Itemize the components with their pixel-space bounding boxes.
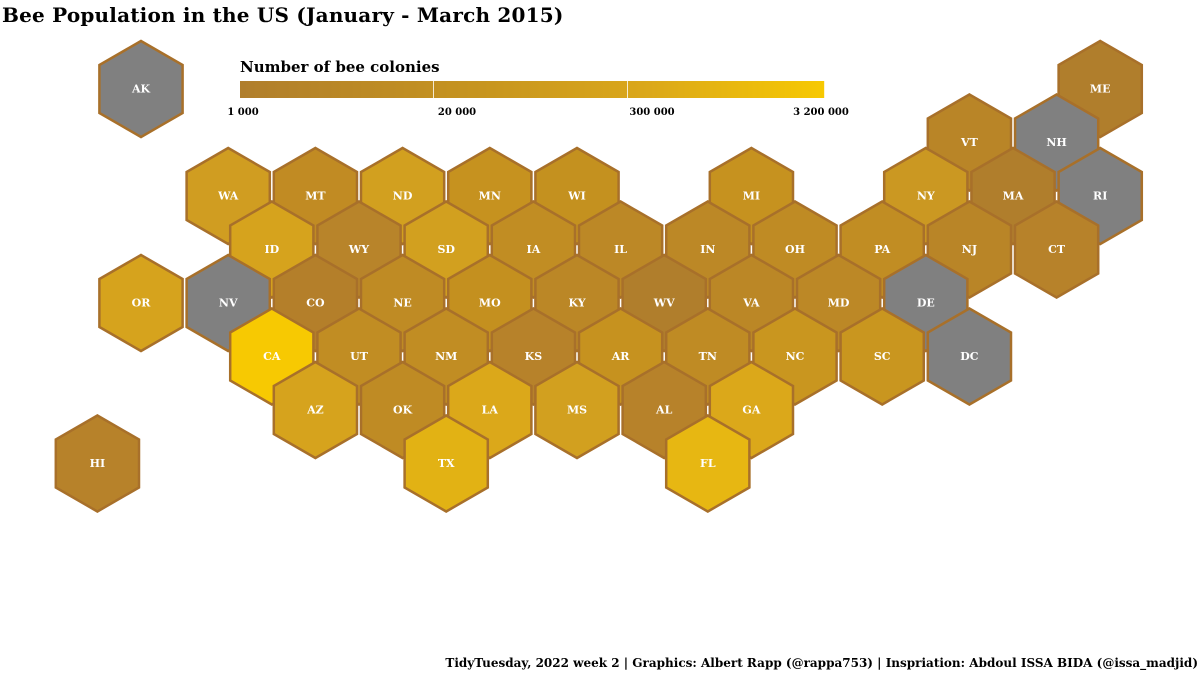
- state-label: HI: [90, 457, 106, 470]
- state-label: AK: [131, 83, 151, 96]
- state-hex-dc: DC: [926, 307, 1013, 406]
- state-label: CA: [263, 350, 281, 363]
- state-label: MN: [479, 190, 501, 203]
- state-label: DC: [960, 350, 979, 363]
- state-label: SD: [437, 243, 455, 256]
- state-shape: [664, 414, 751, 513]
- state-shape: [98, 253, 184, 353]
- state-label: LA: [482, 404, 499, 417]
- state-label: TN: [699, 350, 717, 363]
- state-label: NE: [393, 297, 411, 310]
- state-label: FL: [700, 457, 716, 470]
- legend-title: Number of bee colonies: [240, 58, 440, 76]
- state-hex-ak: AK: [98, 39, 184, 139]
- state-shape: [272, 360, 359, 460]
- state-hex-tx: TX: [403, 414, 490, 513]
- state-label: AZ: [306, 404, 324, 417]
- state-shape: [54, 414, 141, 513]
- state-label: ID: [264, 243, 279, 256]
- legend-label: 3 200 000: [793, 107, 849, 118]
- state-label: WI: [567, 190, 586, 203]
- state-hex-ms: MS: [534, 360, 620, 460]
- state-hex-or: OR: [98, 253, 184, 353]
- legend-tick: [627, 81, 628, 98]
- state-label: DE: [917, 297, 935, 310]
- state-label: ME: [1090, 83, 1111, 96]
- state-hex-az: AZ: [272, 360, 359, 460]
- state-label: VT: [960, 136, 979, 149]
- state-label: UT: [350, 350, 369, 363]
- state-label: WA: [217, 190, 239, 203]
- state-label: KY: [568, 297, 585, 310]
- state-label: MI: [743, 190, 760, 203]
- state-label: AL: [655, 404, 673, 417]
- legend-tick: [433, 81, 434, 98]
- state-label: AR: [611, 350, 631, 363]
- state-label: NV: [219, 297, 238, 310]
- legend-label: 20 000: [437, 107, 477, 118]
- state-label: CO: [306, 297, 325, 310]
- state-shape: [98, 39, 184, 139]
- state-label: PA: [874, 243, 890, 256]
- state-label: NM: [435, 350, 457, 363]
- state-label: RI: [1093, 190, 1107, 203]
- state-hex-hi: HI: [54, 414, 141, 513]
- chart-title: Bee Population in the US (January - Marc…: [2, 3, 564, 27]
- state-shape: [926, 307, 1013, 406]
- state-hex-fl: FL: [664, 414, 751, 513]
- state-label: VA: [742, 297, 760, 310]
- state-label: MA: [1003, 190, 1024, 203]
- state-label: ND: [393, 190, 413, 203]
- legend-tick: [824, 81, 825, 98]
- legend-label: 1 000: [227, 107, 259, 118]
- state-label: WV: [653, 297, 675, 310]
- state-label: OH: [785, 243, 805, 256]
- state-label: NY: [917, 190, 935, 203]
- state-label: IL: [614, 243, 627, 256]
- state-label: MO: [479, 297, 501, 310]
- state-label: NJ: [962, 243, 977, 256]
- state-label: NC: [786, 350, 805, 363]
- state-hex-ct: CT: [1013, 200, 1100, 299]
- legend-color-bar: [240, 81, 825, 98]
- state-label: NH: [1046, 136, 1066, 149]
- state-label: IA: [527, 243, 541, 256]
- state-label: OK: [393, 404, 413, 417]
- state-label: SC: [874, 350, 891, 363]
- state-label: MD: [828, 297, 850, 310]
- state-shape: [403, 414, 490, 513]
- state-label: GA: [742, 404, 760, 417]
- state-label: IN: [700, 243, 715, 256]
- state-label: OR: [132, 297, 152, 310]
- state-label: KS: [525, 350, 543, 363]
- state-shape: [1013, 200, 1100, 299]
- state-label: MT: [305, 190, 326, 203]
- state-label: WY: [348, 243, 369, 256]
- state-shape: [534, 360, 620, 460]
- state-shape: [839, 307, 926, 406]
- legend-label: 300 000: [629, 107, 675, 118]
- caption: TidyTuesday, 2022 week 2 | Graphics: Alb…: [445, 656, 1198, 670]
- state-hex-sc: SC: [839, 307, 926, 406]
- state-label: MS: [567, 404, 587, 417]
- state-label: CT: [1048, 243, 1066, 256]
- state-label: TX: [438, 457, 455, 470]
